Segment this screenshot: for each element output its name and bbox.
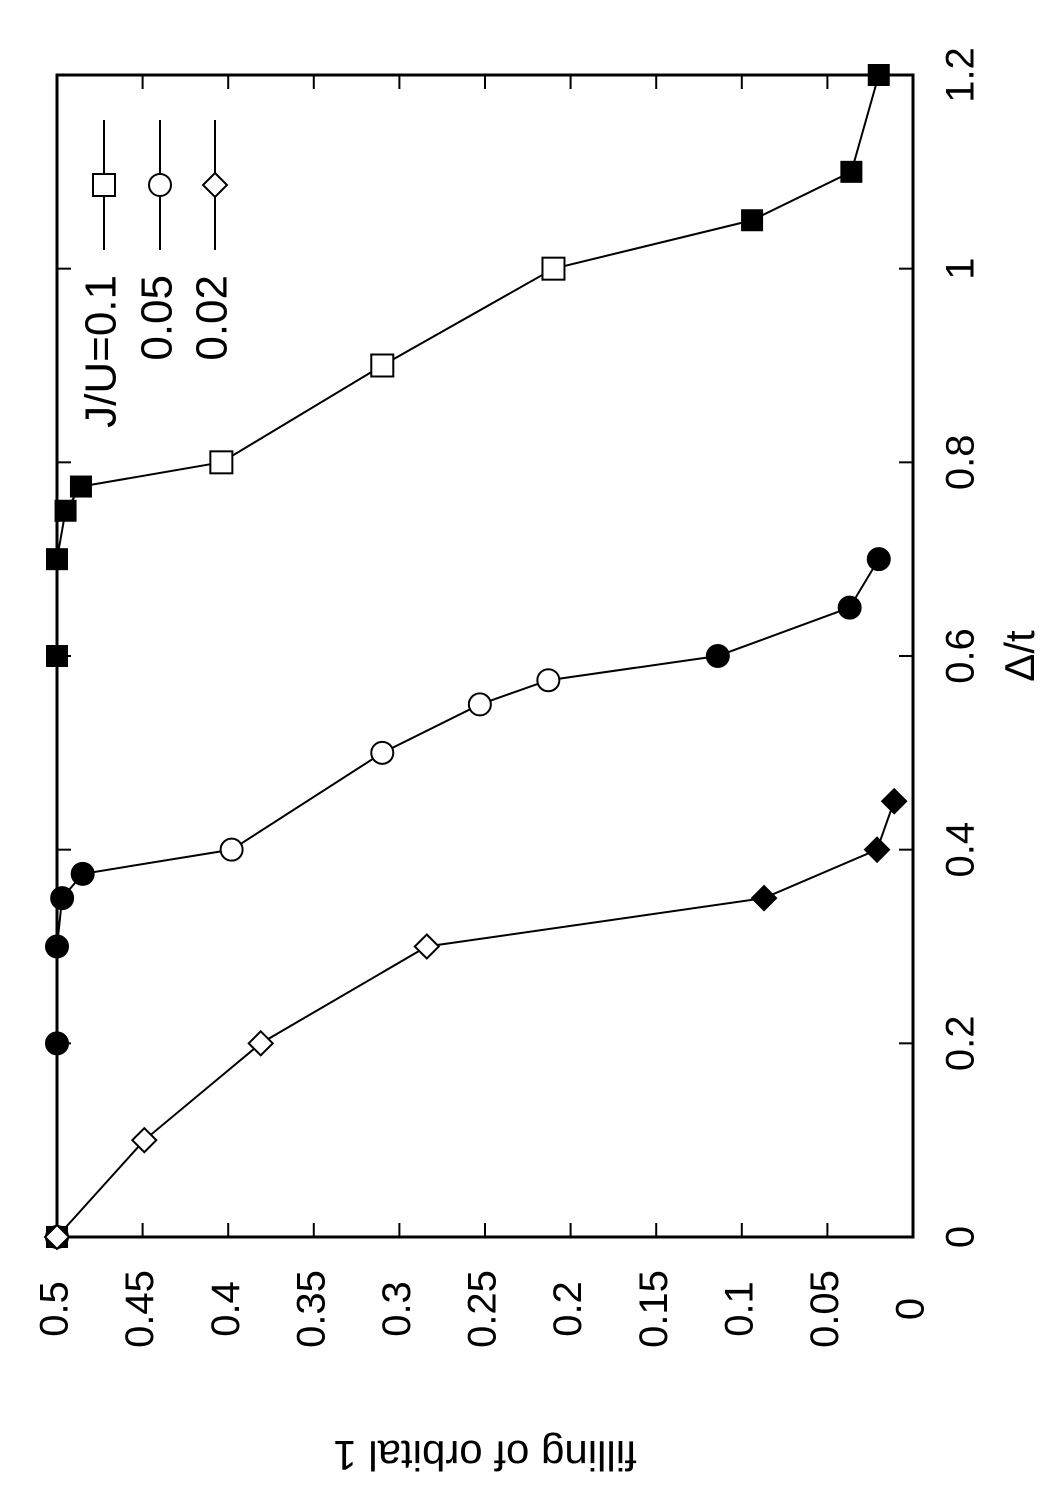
y-tick-label: 0.5	[33, 1281, 77, 1337]
x-tick-label: 1	[939, 258, 983, 280]
series-line	[56, 800, 896, 1238]
legend-label: J/U=0.1	[77, 275, 126, 428]
plot-frame	[55, 73, 915, 1239]
legend-entry: J/U=0.1	[77, 120, 126, 428]
y-axis-label: filling of orbital 1	[333, 1432, 637, 1479]
data-point	[867, 64, 890, 86]
data-point	[46, 645, 68, 667]
x-axis-label: Δ/t	[996, 630, 1043, 682]
data-point	[840, 160, 863, 183]
series-square	[46, 64, 890, 1248]
series-line	[56, 74, 880, 1237]
data-point	[370, 353, 395, 378]
x-tick-label: 0.8	[939, 435, 983, 491]
data-point	[837, 595, 862, 620]
y-tick-label: 0.3	[375, 1281, 419, 1337]
data-point	[863, 836, 891, 864]
data-point	[70, 861, 95, 886]
legend-entry: 0.05	[133, 120, 182, 361]
x-tick-label: 0	[939, 1226, 983, 1248]
data-point	[705, 644, 730, 668]
data-point	[866, 547, 891, 572]
legend-label: 0.02	[188, 275, 237, 361]
series-line	[56, 558, 880, 1237]
x-tick-label: 0.4	[939, 822, 983, 878]
legend-marker	[92, 173, 116, 197]
data-point	[750, 884, 778, 912]
data-point	[45, 934, 69, 959]
data-point	[541, 256, 566, 281]
x-tick-label: 1.2	[939, 47, 983, 103]
x-tick-label: 0.2	[939, 1016, 983, 1072]
y-tick-label: 0.25	[461, 1270, 505, 1348]
x-tick-label: 0.6	[939, 628, 983, 684]
series-layer	[43, 64, 908, 1251]
y-tick-label: 0.1	[717, 1281, 761, 1337]
data-point	[880, 787, 908, 815]
legend-entry: 0.02	[188, 120, 237, 361]
y-tick-label: 0	[889, 1298, 933, 1320]
legend-label: 0.05	[133, 275, 182, 361]
data-point	[536, 668, 561, 693]
data-point	[45, 1031, 69, 1056]
y-tick-label: 0.2	[546, 1281, 590, 1337]
data-point	[370, 740, 395, 765]
data-point	[43, 1223, 71, 1251]
data-point	[54, 499, 77, 522]
data-point	[130, 1126, 158, 1154]
data-point	[50, 886, 75, 911]
data-point	[219, 837, 244, 862]
data-point	[209, 450, 234, 475]
legend-marker	[201, 171, 229, 199]
y-tick-label: 0.35	[289, 1270, 333, 1348]
y-tick-label: 0.4	[204, 1281, 248, 1337]
data-point	[46, 548, 68, 571]
series-diamond	[43, 787, 908, 1251]
data-point	[467, 692, 492, 717]
legend: J/U=0.1 0.05 0.02	[77, 120, 237, 428]
legend-marker	[148, 173, 172, 197]
data-point	[69, 475, 92, 498]
y-tick-label: 0.15	[632, 1270, 676, 1348]
data-point	[247, 1029, 275, 1057]
data-point	[413, 933, 441, 960]
y-tick-label: 0.45	[118, 1270, 162, 1348]
axes: 0 0.2 0.4 0.6 0.8 1 1.2 0 0.05 0.1 0.15 0.2 0.25 0.3 0…	[33, 47, 1044, 1479]
data-point	[741, 209, 764, 232]
y-tick-label: 0.05	[803, 1270, 847, 1348]
